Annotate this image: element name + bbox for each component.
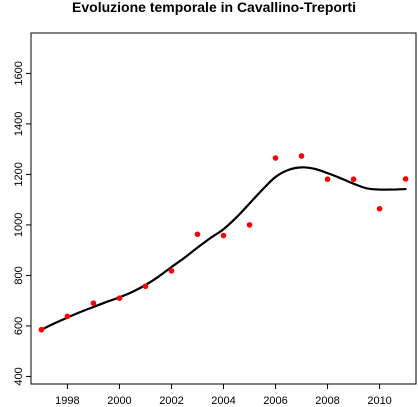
y-axis: 400 600 800 1000 1200 1400 1600	[13, 61, 31, 386]
trend-line-group	[40, 166, 407, 331]
x-tick-label-1998: 1998	[55, 395, 79, 407]
data-point-2000	[116, 295, 123, 301]
data-point-2007	[298, 153, 305, 159]
data-points-group	[38, 153, 409, 333]
data-point-2010	[376, 205, 383, 212]
data-point-2009	[350, 176, 357, 183]
data-point-1999	[90, 300, 97, 306]
data-point-2011	[402, 176, 409, 182]
trend-line	[40, 166, 407, 331]
y-tick-label-600: 600	[13, 317, 25, 335]
chart-title: Evoluzione temporale in Cavallino-Trepor…	[72, 0, 356, 15]
plot-frame	[30, 32, 417, 385]
x-tick-label-2000: 2000	[107, 395, 131, 407]
x-tick-label-2002: 2002	[159, 395, 183, 407]
data-point-2001	[142, 283, 149, 290]
data-point-1998	[64, 313, 71, 320]
data-point-2006	[272, 155, 279, 161]
y-tick-label-1200: 1200	[13, 162, 25, 186]
data-point-2003	[194, 231, 201, 238]
data-point-1997	[38, 326, 45, 333]
y-tick-label-800: 800	[13, 266, 25, 284]
data-point-2005	[246, 222, 253, 228]
data-point-2002	[168, 268, 175, 274]
data-point-2008	[324, 176, 331, 183]
data-point-2004	[220, 232, 227, 239]
y-tick-label-400: 400	[13, 367, 25, 385]
y-tick-label-1000: 1000	[13, 213, 25, 237]
x-tick-label-2008: 2008	[315, 395, 339, 407]
x-tick-label-2006: 2006	[263, 395, 287, 407]
x-tick-label-2004: 2004	[211, 395, 235, 407]
x-axis: 1998 2000 2002 2004 2006 2008 2010	[55, 384, 392, 407]
y-tick-label-1400: 1400	[13, 112, 25, 136]
x-tick-label-2010: 2010	[367, 395, 391, 407]
y-tick-label-1600: 1600	[13, 61, 25, 85]
